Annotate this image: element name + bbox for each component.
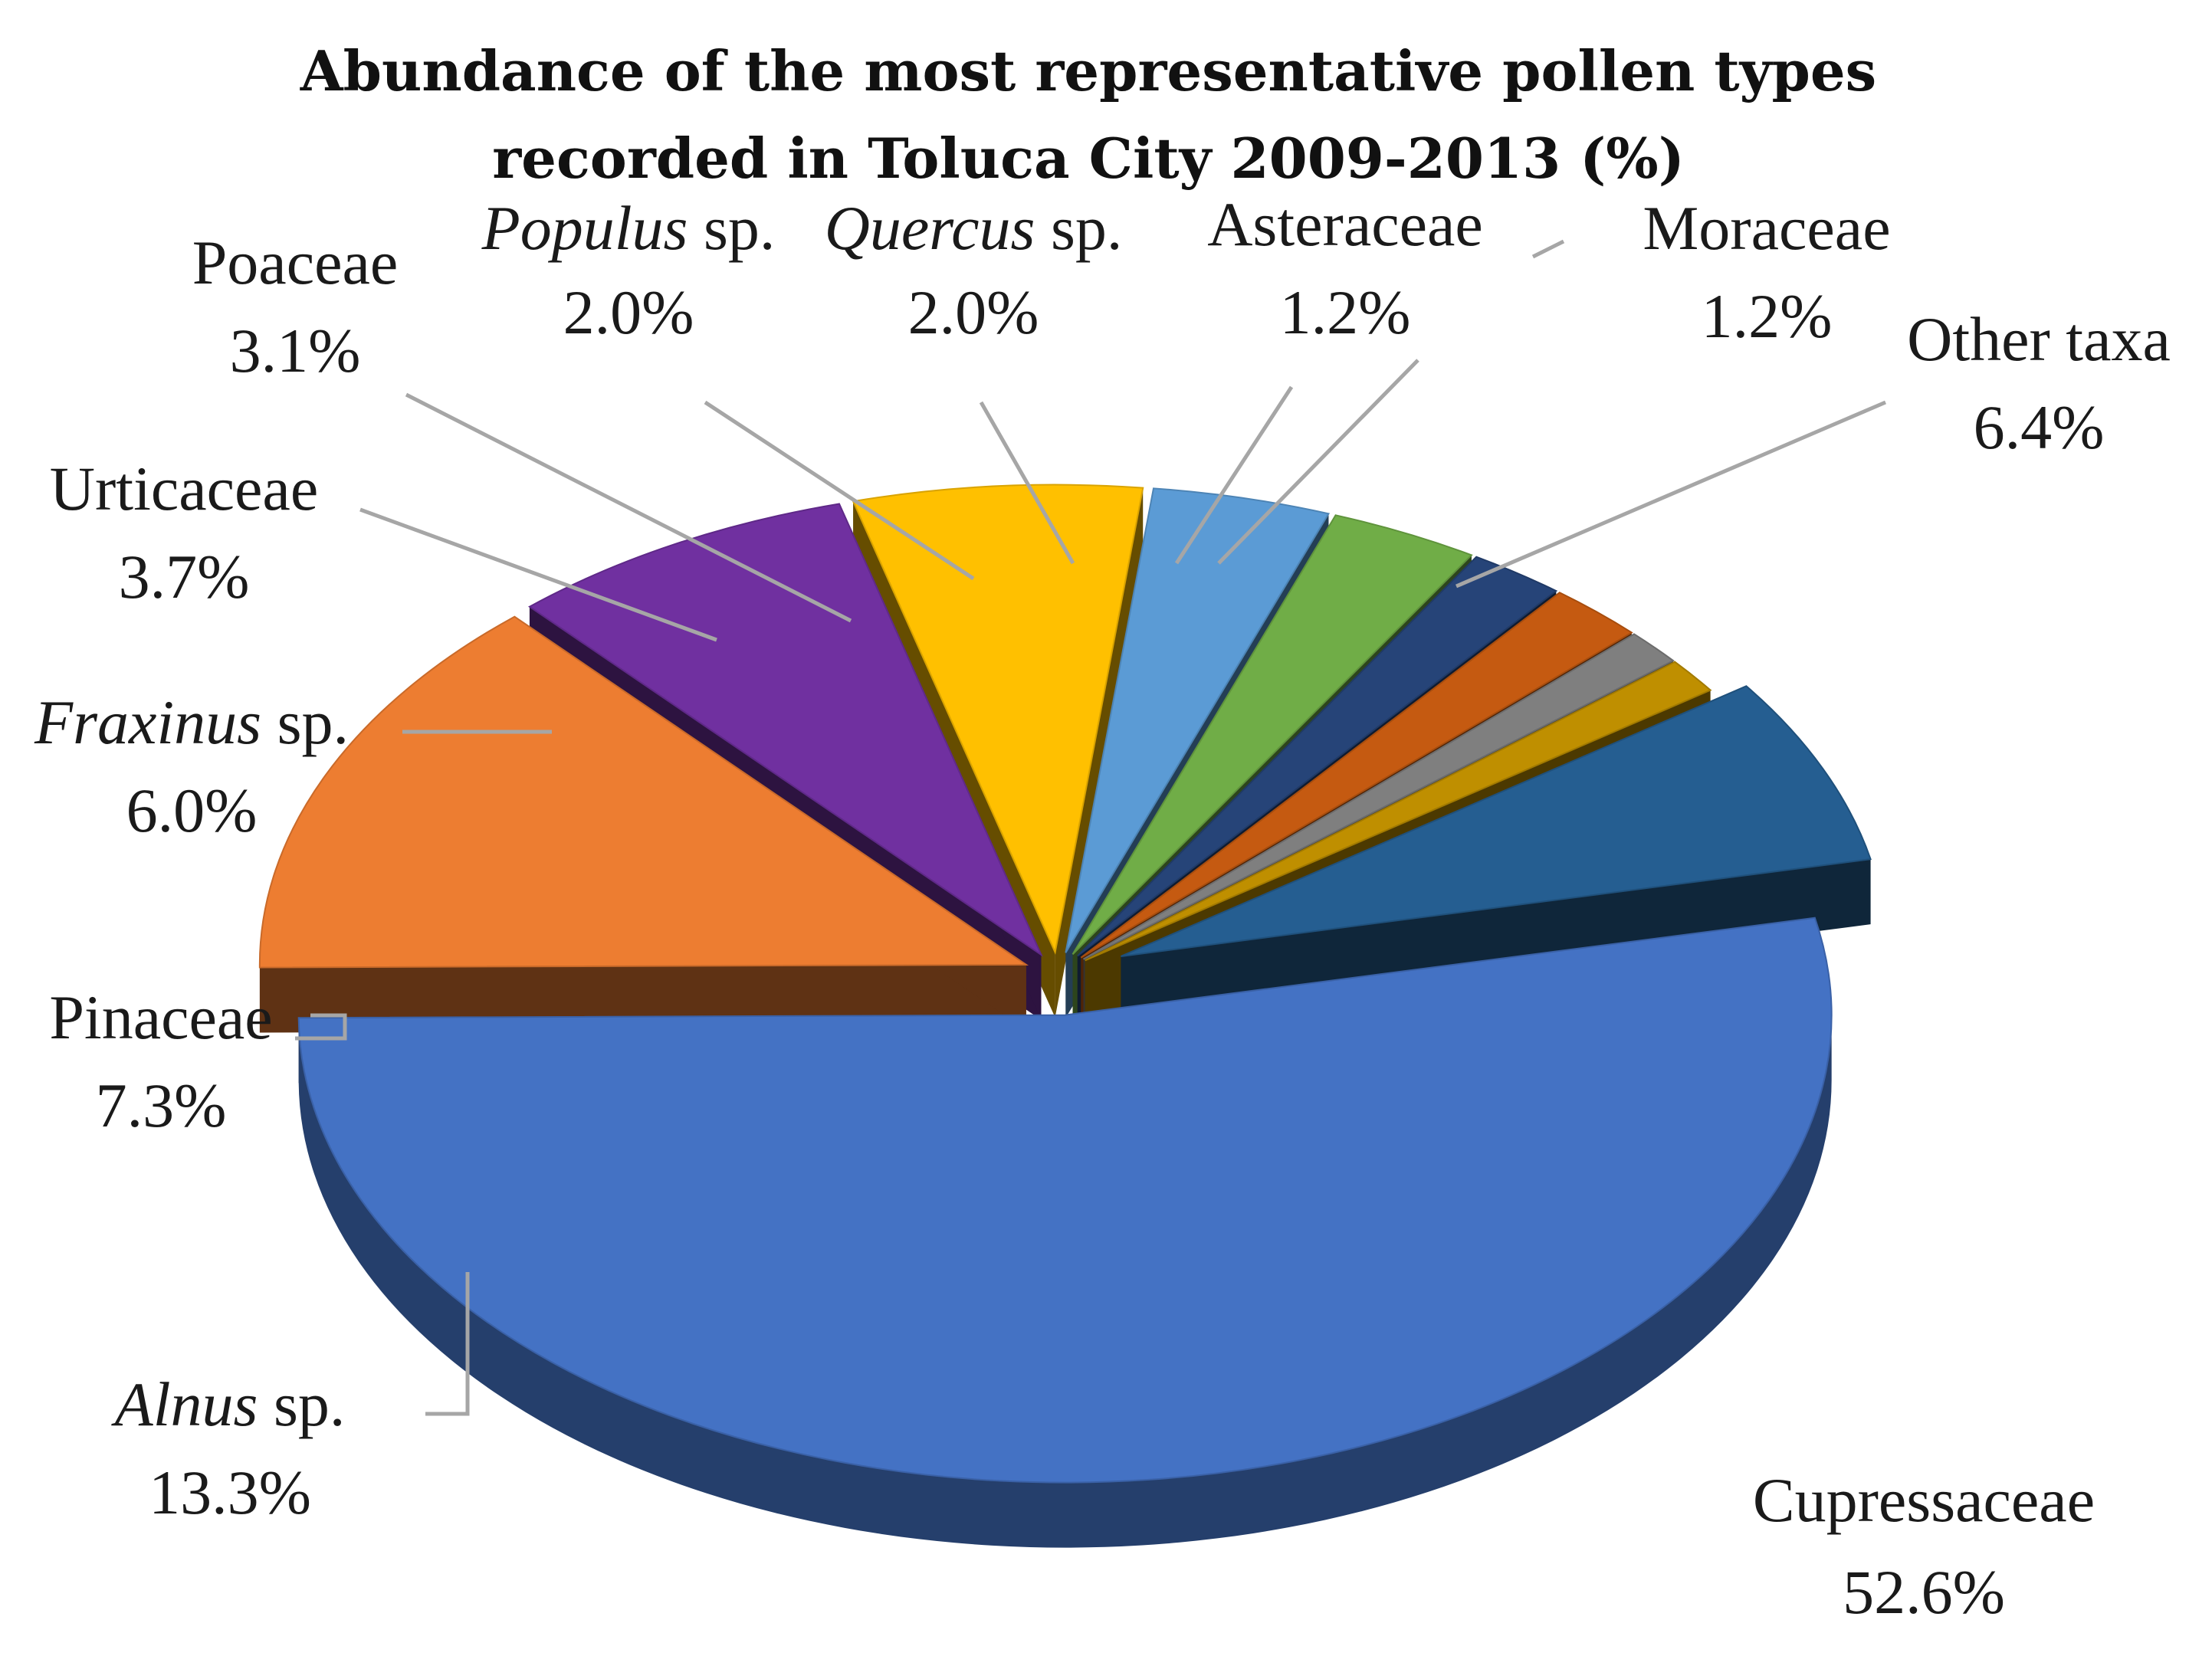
leader-line-moraceae bbox=[1531, 239, 1565, 259]
slice-value-pinaceae: 7.3% bbox=[96, 1071, 227, 1140]
slice-asteraceae-top bbox=[1083, 633, 1675, 960]
leader-line-alnus bbox=[425, 1272, 470, 1416]
slice-label-pinaceae: Pinaceae bbox=[49, 982, 272, 1052]
slice-fraxinus-wall-1 bbox=[1055, 487, 1144, 1018]
leader-line-quercus bbox=[979, 401, 1075, 565]
slice-label-italic: Alnus bbox=[111, 1369, 258, 1439]
slice-value-poaceae: 3.1% bbox=[230, 316, 361, 385]
slice-fraxinus-top bbox=[852, 484, 1144, 955]
slice-other-taxa bbox=[1121, 685, 1872, 1021]
slice-value-urticaceae: 3.7% bbox=[119, 542, 250, 612]
leader-line-other-taxa bbox=[1456, 400, 1886, 589]
chart-title-line-2: recorded in Toluca City 2009-2013 (%) bbox=[492, 126, 1685, 191]
chart-title-line-1: Abundance of the most representative pol… bbox=[300, 38, 1876, 103]
slice-value-populus: 2.0% bbox=[563, 277, 694, 347]
slice-value-moraceae: 1.2% bbox=[1702, 281, 1833, 351]
slice-cupressaceae-top bbox=[297, 917, 1833, 1484]
slice-cupressaceae bbox=[297, 917, 1833, 1548]
slice-label-suffix: sp. bbox=[258, 1369, 345, 1439]
slice-label-italic: Quercus bbox=[825, 193, 1035, 263]
slice-label-moraceae: Moraceae bbox=[1643, 193, 1890, 263]
leader-line-pinaceae bbox=[295, 1013, 347, 1041]
slice-alnus bbox=[258, 615, 1029, 1033]
slice-label-fraxinus: Fraxinus sp. bbox=[34, 687, 349, 757]
pie-slices bbox=[258, 484, 1872, 1548]
slice-value-alnus: 13.3% bbox=[149, 1458, 311, 1527]
slice-value-asteraceae: 1.2% bbox=[1280, 277, 1411, 347]
slice-moraceae-top bbox=[1085, 661, 1712, 962]
slice-urticaceae-top bbox=[1065, 487, 1331, 953]
slice-label-cupressaceae: Cupressaceae bbox=[1753, 1465, 2095, 1535]
slice-label-italic: Populus bbox=[481, 193, 688, 263]
slice-label-suffix: sp. bbox=[688, 193, 775, 263]
slice-label-alnus: Alnus sp. bbox=[111, 1369, 346, 1439]
slice-poaceae-top bbox=[1072, 514, 1473, 955]
slice-label-suffix: sp. bbox=[261, 687, 349, 757]
slice-labels: Cupressaceae 52.6% Alnus sp. 13.3% Pinaceae 7… bbox=[34, 189, 2171, 1627]
slice-label-poaceae: Poaceae bbox=[192, 228, 399, 297]
leader-line-urticaceae bbox=[359, 507, 717, 642]
slice-value-quercus: 2.0% bbox=[908, 277, 1039, 347]
slice-label-suffix: sp. bbox=[1035, 193, 1122, 263]
slice-quercus-top bbox=[1080, 592, 1633, 959]
slice-value-cupressaceae: 52.6% bbox=[1843, 1557, 2005, 1627]
slice-label-quercus: Quercus sp. bbox=[825, 193, 1123, 263]
slice-label-other-taxa: Other taxa bbox=[1907, 304, 2171, 374]
slice-other-taxa-top bbox=[1121, 685, 1872, 957]
slice-label-asteraceae: Asteraceae bbox=[1207, 189, 1483, 259]
leader-line-populus bbox=[704, 400, 975, 581]
slice-other-taxa-wall-1 bbox=[1121, 859, 1871, 1021]
leader-lines bbox=[295, 239, 1886, 1416]
slice-label-italic: Fraxinus bbox=[34, 687, 261, 757]
chart-title: Abundance of the most representative pol… bbox=[300, 38, 1876, 191]
leader-line-asteraceae bbox=[1174, 385, 1294, 565]
slice-label-populus: Populus sp. bbox=[481, 193, 776, 263]
slice-value-fraxinus: 6.0% bbox=[126, 776, 258, 845]
slice-populus-top bbox=[1077, 556, 1558, 957]
leader-line-poaceae bbox=[405, 392, 852, 623]
leader-line-moraceae-0 bbox=[1217, 359, 1419, 565]
slice-value-other-taxa: 6.4% bbox=[1974, 392, 2105, 462]
slice-alnus-top bbox=[258, 615, 1029, 969]
slice-label-urticaceae: Urticaceae bbox=[50, 454, 318, 523]
